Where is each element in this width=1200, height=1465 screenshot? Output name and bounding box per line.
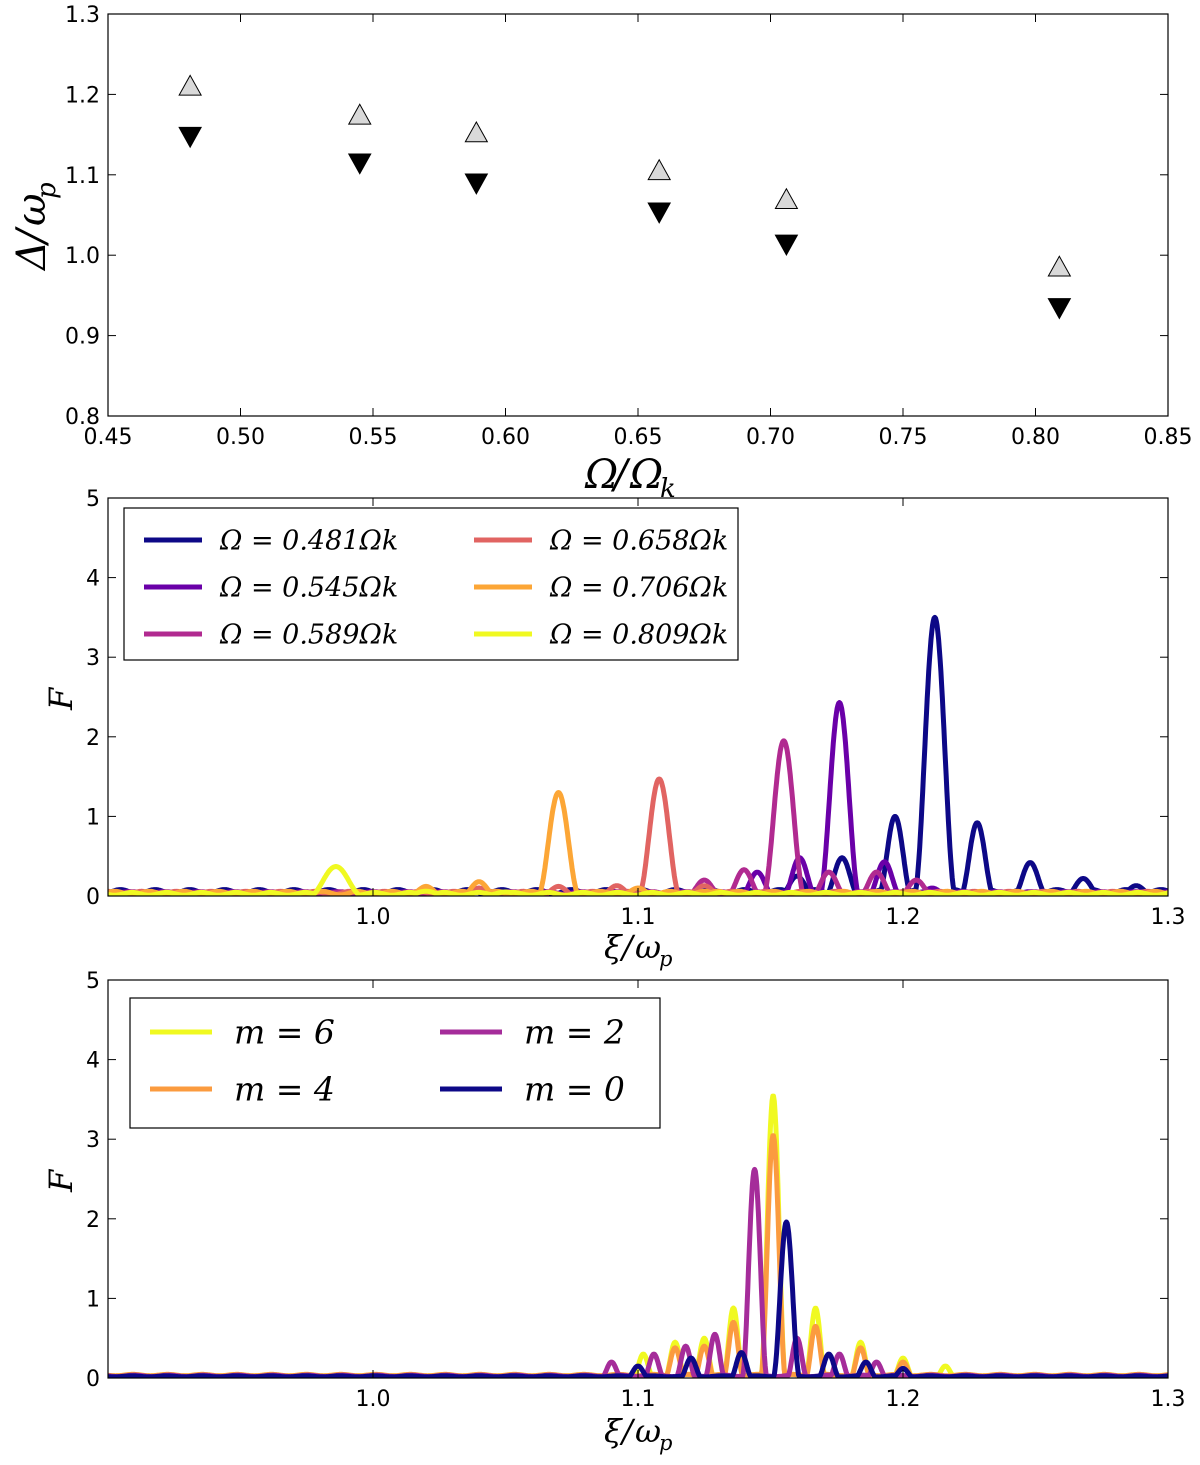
- svg-text:Ω: Ω: [584, 452, 618, 498]
- legend-label: m = 6: [234, 1013, 335, 1052]
- svg-text:/: /: [610, 452, 631, 498]
- x-tick-label: 0.85: [1144, 425, 1193, 450]
- legend-label: Ω = 0.706Ωk: [549, 572, 728, 603]
- y-axis-label: F: [42, 686, 80, 711]
- data-point-upper: [774, 187, 799, 210]
- legend-frame: [129, 997, 661, 1129]
- x-tick-label: 1.0: [356, 1387, 391, 1412]
- svg-text:ω: ω: [635, 928, 661, 966]
- x-tick-label: 1.2: [886, 1387, 921, 1412]
- data-point-upper: [347, 103, 372, 125]
- y-tick-label: 5: [86, 487, 100, 512]
- y-axis-label: Δ / ω p: [9, 182, 62, 272]
- y-tick-label: 3: [86, 646, 100, 671]
- data-point-upper: [1047, 255, 1072, 277]
- legend: m = 6 m = 4 m = 2 m = 0: [129, 997, 661, 1129]
- legend-label: Ω = 0.589Ωk: [219, 619, 398, 650]
- data-point-lower: [178, 126, 202, 149]
- y-tick-label: 1: [86, 1287, 100, 1312]
- svg-text:ω: ω: [9, 193, 55, 226]
- y-tick-label: 0: [86, 1367, 100, 1392]
- x-tick-label: 1.2: [886, 905, 921, 930]
- x-axis-label: ξ / ω p: [604, 1412, 672, 1455]
- x-tick-label: 0.60: [481, 425, 530, 450]
- y-tick-label: 4: [86, 567, 100, 592]
- y-tick-label: 0: [86, 885, 100, 910]
- x-tick-label: 0.55: [349, 425, 398, 450]
- y-tick-label: 2: [86, 726, 100, 751]
- data-point-upper: [464, 120, 489, 143]
- y-tick-label: 3: [86, 1128, 100, 1153]
- data-point-lower: [647, 202, 672, 224]
- legend-label: m = 2: [524, 1013, 625, 1052]
- data-point-lower: [1047, 298, 1072, 320]
- svg-text:p: p: [659, 947, 672, 971]
- series-line-m=0: [108, 1219, 1168, 1378]
- x-tick-label: 1.0: [356, 905, 391, 930]
- x-axis-label: ξ / ω p: [604, 928, 672, 971]
- y-tick-label: 1.3: [65, 3, 100, 28]
- x-tick-label: 0.45: [84, 425, 133, 450]
- panel-middle-omega-lines: 1.0 1.1 1.2 1.3 0 1 2 3 4 5 Ω = 0.481Ωk Ω = 0.545Ω…: [42, 487, 1186, 971]
- x-tick-label: 0.70: [746, 425, 795, 450]
- legend-label: m = 0: [524, 1070, 625, 1109]
- x-tick-label: 0.75: [879, 425, 928, 450]
- svg-text:ω: ω: [635, 1412, 661, 1450]
- svg-text:Ω: Ω: [629, 452, 663, 498]
- x-tick-label: 1.3: [1151, 905, 1186, 930]
- svg-text:p: p: [659, 1431, 672, 1455]
- legend-label: Ω = 0.809Ωk: [549, 619, 728, 650]
- y-tick-label: 1.1: [65, 164, 100, 189]
- legend-frame: [123, 507, 739, 661]
- y-tick-label: 0.9: [65, 325, 100, 350]
- legend-label: m = 4: [234, 1070, 335, 1109]
- panel-top-scatter: 0.45 0.50 0.55 0.60 0.65 0.70 0.75 0.80 0.85 0.8 0…: [9, 3, 1192, 504]
- x-tick-label: 0.50: [216, 425, 265, 450]
- data-point-lower: [774, 234, 799, 256]
- svg-text:p: p: [32, 182, 62, 199]
- data-point-lower: [464, 173, 489, 195]
- svg-text:k: k: [660, 474, 676, 504]
- svg-text:ξ: ξ: [604, 928, 623, 966]
- y-tick-label: 4: [86, 1049, 100, 1074]
- svg-text:/: /: [619, 928, 636, 966]
- x-tick-label: 0.80: [1011, 425, 1060, 450]
- x-tick-label: 1.3: [1151, 1387, 1186, 1412]
- data-point-upper: [647, 158, 672, 181]
- y-tick-label: 5: [86, 969, 100, 994]
- x-tick-label: 1.1: [621, 905, 656, 930]
- y-tick-label: 0.8: [65, 405, 100, 430]
- svg-text:ξ: ξ: [604, 1412, 623, 1450]
- data-point-lower: [347, 153, 372, 175]
- y-tick-label: 1: [86, 805, 100, 830]
- y-axis-label: F: [42, 1168, 80, 1193]
- legend-label: Ω = 0.481Ωk: [219, 525, 398, 556]
- svg-text:/: /: [9, 226, 55, 247]
- y-tick-label: 1.2: [65, 83, 100, 108]
- legend-label: Ω = 0.658Ωk: [549, 525, 728, 556]
- y-tick-label: 1.0: [65, 244, 100, 269]
- svg-text:Δ: Δ: [9, 241, 55, 272]
- legend: Ω = 0.481Ωk Ω = 0.545Ωk Ω = 0.589Ωk Ω = 0.6…: [123, 507, 739, 661]
- legend-label: Ω = 0.545Ωk: [219, 572, 398, 603]
- data-point-upper: [178, 74, 202, 96]
- x-axis-label: Ω / Ω k: [584, 452, 676, 504]
- svg-text:/: /: [619, 1412, 636, 1450]
- y-tick-label: 2: [86, 1208, 100, 1233]
- x-tick-label: 0.65: [614, 425, 663, 450]
- x-tick-label: 1.1: [621, 1387, 656, 1412]
